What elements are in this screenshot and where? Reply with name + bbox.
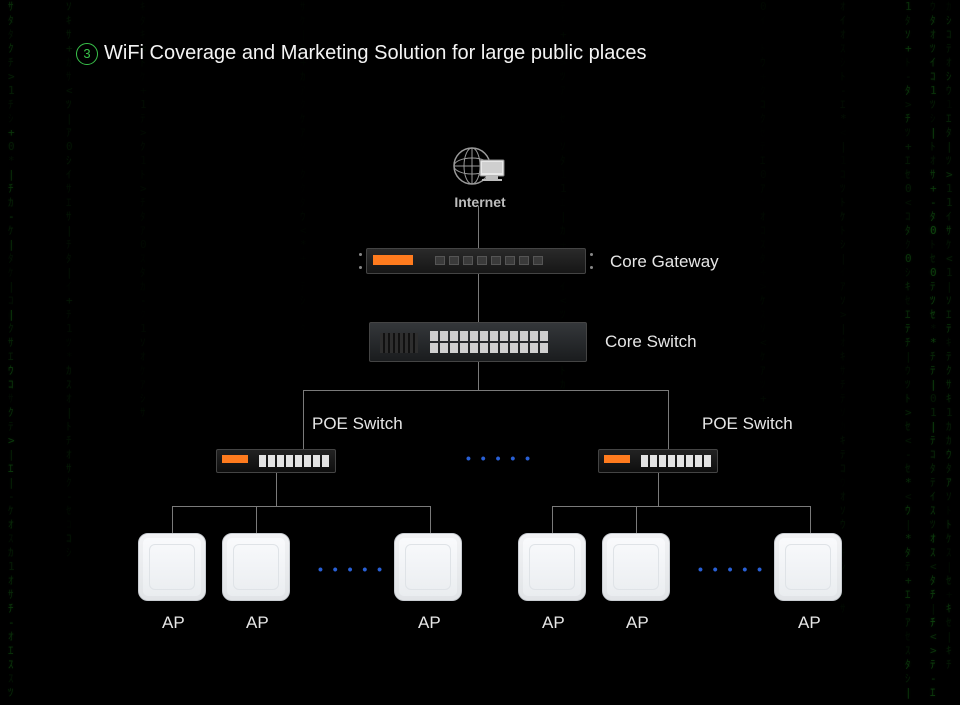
ap-label: AP [626, 613, 649, 633]
internet-label: Internet [449, 194, 511, 210]
connector [552, 506, 553, 533]
access-point [774, 533, 842, 601]
ap-label: AP [542, 613, 565, 633]
connector [636, 506, 637, 533]
connector [430, 506, 431, 533]
access-point [602, 533, 670, 601]
access-point [518, 533, 586, 601]
connector [172, 506, 173, 533]
poe-switch-left-label: POE Switch [312, 414, 403, 434]
connector [478, 274, 479, 322]
ellipsis-dots: • • • • • [318, 561, 385, 577]
connector [810, 506, 811, 533]
internet-node: Internet [449, 146, 511, 210]
connector [478, 206, 479, 248]
connector [668, 390, 669, 449]
core-switch-device [369, 322, 587, 362]
poe-switch-right-label: POE Switch [702, 414, 793, 434]
network-diagram: Internet Core Gateway Core Switch POE Sw… [0, 0, 960, 705]
connector [658, 473, 659, 506]
connector [276, 473, 277, 506]
ap-label: AP [162, 613, 185, 633]
internet-icon [452, 146, 508, 192]
connector [172, 506, 430, 507]
ap-label: AP [246, 613, 269, 633]
ap-label: AP [418, 613, 441, 633]
ellipsis-dots: • • • • • [466, 450, 533, 466]
connector [303, 390, 304, 449]
ellipsis-dots: • • • • • [698, 561, 765, 577]
poe-switch-right [598, 449, 718, 473]
access-point [222, 533, 290, 601]
access-point [138, 533, 206, 601]
ap-label: AP [798, 613, 821, 633]
connector [478, 362, 479, 390]
connector [256, 506, 257, 533]
core-gateway-device [366, 248, 586, 274]
poe-switch-left [216, 449, 336, 473]
port-row [435, 256, 543, 265]
core-gateway-label: Core Gateway [610, 252, 719, 272]
connector [552, 506, 810, 507]
connector [303, 390, 668, 391]
core-switch-label: Core Switch [605, 332, 697, 352]
access-point [394, 533, 462, 601]
